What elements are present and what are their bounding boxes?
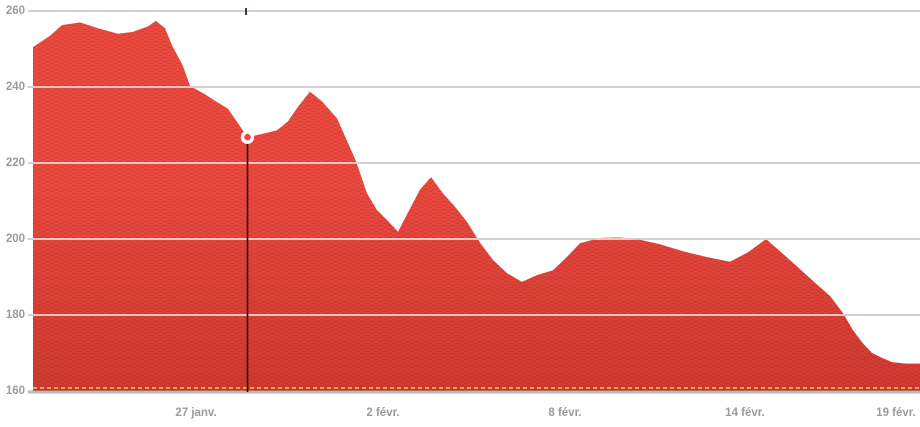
x-tick-label: 8 févr.: [548, 407, 581, 419]
x-tick-label: 2 févr.: [366, 407, 399, 419]
y-tick-label: 180: [6, 309, 25, 321]
y-tick-label: 240: [6, 81, 25, 93]
x-tick-label: 14 févr.: [725, 407, 765, 419]
y-axis-labels: 260 240 220 200 180 160: [6, 5, 25, 397]
y-tick-label: 260: [6, 5, 25, 17]
y-tick-label: 160: [6, 385, 25, 397]
y-tick-label: 220: [6, 157, 25, 169]
x-tick-label: 27 janv.: [175, 407, 216, 419]
y-tick-label: 200: [6, 233, 25, 245]
x-tick-label: 19 févr.: [876, 407, 916, 419]
x-axis-labels: 27 janv. 2 févr. 8 févr. 14 févr. 19 févr.: [175, 407, 916, 419]
area-overlays: [33, 20, 920, 392]
area-bottom-shade: [33, 20, 920, 392]
point-marker[interactable]: [240, 130, 255, 144]
